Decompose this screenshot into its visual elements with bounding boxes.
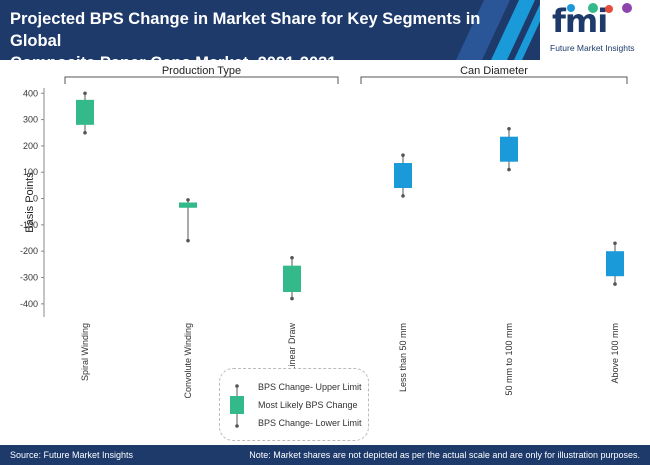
chart-axes: Production Type Can Diameter 400 300 200 100 0… bbox=[20, 65, 628, 317]
logo-text: Future Market Insights bbox=[550, 43, 635, 53]
x-category-label: 50 mm to 100 mm bbox=[504, 323, 514, 396]
upper-limit-dot bbox=[290, 255, 294, 260]
y-tick-label: 100 bbox=[23, 167, 38, 177]
likely-range-box bbox=[283, 265, 301, 292]
footer-bar: Source: Future Market Insights Note: Mar… bbox=[0, 445, 650, 465]
likely-range-box bbox=[76, 99, 94, 125]
y-tick-label: -100 bbox=[20, 220, 38, 230]
upper-limit-dot bbox=[507, 126, 511, 131]
lower-limit-dot bbox=[507, 167, 511, 172]
title-line-2: Composite Paper Cans Market, 2021-2031 bbox=[10, 52, 530, 60]
lower-limit-dot bbox=[83, 130, 87, 135]
legend: BPS Change- Upper Limit Most Likely BPS … bbox=[219, 368, 369, 441]
lower-limit-dot bbox=[290, 296, 294, 301]
y-tick-label: 400 bbox=[23, 88, 38, 98]
group-label: Can Diameter bbox=[460, 65, 528, 77]
likely-range-box bbox=[500, 136, 518, 162]
x-category-label: Spiral Winding bbox=[80, 323, 90, 381]
legend-symbol bbox=[230, 384, 244, 428]
chart-marks: Spiral Winding Convolute Winding Linear Dr… bbox=[76, 91, 624, 399]
upper-limit-dot bbox=[186, 198, 190, 202]
legend-likely-label: Most Likely BPS Change bbox=[258, 400, 358, 410]
logo-dot-icon bbox=[605, 5, 613, 13]
upper-limit-dot bbox=[613, 241, 617, 246]
legend-box bbox=[230, 396, 244, 414]
y-tick-label: -200 bbox=[20, 246, 38, 256]
x-category-label: Linear Draw bbox=[287, 323, 297, 372]
chart-title: Projected BPS Change in Market Share for… bbox=[10, 8, 530, 60]
logo-mark: fmi bbox=[552, 2, 608, 40]
lower-limit-dot bbox=[613, 282, 617, 286]
y-axis-label: Basis Points bbox=[24, 172, 36, 233]
footer-note: Note: Market shares are not depicted as … bbox=[249, 450, 640, 460]
lower-limit-dot bbox=[186, 238, 190, 243]
y-tick-label: -300 bbox=[20, 273, 38, 283]
logo-dot-icon bbox=[622, 3, 632, 13]
legend-upper-dot bbox=[235, 384, 239, 388]
footer-source: Source: Future Market Insights bbox=[10, 450, 134, 460]
likely-range-box bbox=[394, 163, 412, 189]
y-tick-label: -400 bbox=[20, 299, 38, 309]
legend-lower-label: BPS Change- Lower Limit bbox=[258, 418, 362, 428]
likely-range-box bbox=[606, 251, 624, 277]
logo-dot-icon bbox=[588, 3, 598, 13]
range-chart: Production Type Can Diameter 400 300 200 100 0… bbox=[20, 65, 628, 399]
lower-limit-dot bbox=[401, 194, 405, 198]
x-category-label: Convolute Winding bbox=[183, 323, 193, 399]
legend-upper-label: BPS Change- Upper Limit bbox=[258, 382, 362, 392]
y-tick-label: 200 bbox=[23, 141, 38, 151]
y-tick-label: 0 bbox=[33, 194, 38, 204]
x-category-label: Above 100 mm bbox=[610, 323, 620, 384]
legend-lower-dot bbox=[235, 424, 239, 428]
group-label: Production Type bbox=[162, 65, 241, 77]
upper-limit-dot bbox=[83, 91, 87, 96]
upper-limit-dot bbox=[401, 153, 405, 157]
logo-dot-icon bbox=[567, 4, 575, 12]
group-bracket bbox=[64, 76, 339, 84]
likely-range-box bbox=[179, 202, 197, 208]
title-line-1: Projected BPS Change in Market Share for… bbox=[10, 10, 481, 50]
fmi-logo: fmi Future Market Insights bbox=[540, 0, 650, 60]
x-category-label: Less than 50 mm bbox=[398, 323, 408, 392]
group-bracket bbox=[360, 76, 628, 84]
y-tick-label: 300 bbox=[23, 115, 38, 125]
